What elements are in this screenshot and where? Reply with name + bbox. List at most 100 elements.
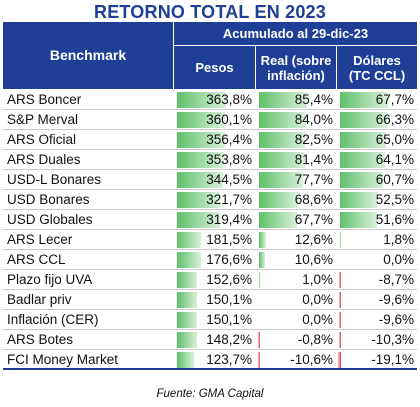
table-row: ARS Oficial 356,4% 82,5% 65,0% — [3, 130, 417, 150]
pesos-cell: 321,7% — [174, 190, 255, 209]
real-cell: 67,7% — [256, 210, 336, 229]
benchmark-name: S&P Merval — [7, 112, 79, 127]
real-cell: 82,5% — [256, 130, 336, 149]
dolares-value: -10,3% — [371, 332, 414, 347]
real-bar-negative — [258, 332, 260, 348]
dolares-value: 66,3% — [375, 112, 414, 127]
header-dolares: Dólares (TC CCL) — [337, 46, 417, 89]
dolares-cell: -8,7% — [337, 270, 417, 289]
real-cell: 81,4% — [256, 150, 336, 169]
table-row: ARS Botes 148,2% -0,8% -10,3% — [3, 330, 417, 350]
real-value: 67,7% — [294, 212, 333, 227]
pesos-value: 360,1% — [206, 112, 252, 127]
pesos-value: 152,6% — [206, 272, 252, 287]
page-title: RETORNO TOTAL EN 2023 — [94, 2, 326, 22]
table-row: ARS Lecer 181,5% 12,6% 1,8% — [3, 230, 417, 250]
header-dolares-label: Dólares (TC CCL) — [348, 52, 406, 83]
real-value: 12,6% — [294, 232, 333, 247]
dolares-bar-positive — [340, 172, 384, 188]
real-cell: 84,0% — [256, 110, 336, 129]
dolares-bar-positive — [340, 232, 342, 248]
real-bar-positive — [259, 92, 307, 108]
benchmark-name: ARS Boncer — [7, 92, 82, 107]
real-value: -0,8% — [297, 332, 333, 347]
dolares-value: 1,8% — [383, 232, 414, 247]
pesos-cell: 319,4% — [174, 210, 255, 229]
pesos-value: 181,5% — [206, 232, 252, 247]
pesos-cell: 363,8% — [174, 90, 255, 109]
pesos-cell: 152,6% — [174, 270, 255, 289]
pesos-value: 363,8% — [206, 92, 252, 107]
benchmark-name: FCI Money Market — [7, 352, 119, 367]
dolares-value: -8,7% — [378, 272, 414, 287]
real-cell: -10,6% — [256, 350, 336, 369]
pesos-value: 356,4% — [206, 132, 252, 147]
table-row: Plazo fijo UVA 152,6% 1,0% -8,7% — [3, 270, 417, 290]
table-row: USD Globales 319,4% 67,7% 51,6% — [3, 210, 417, 230]
header-pesos: Pesos — [174, 46, 255, 89]
pesos-cell: 150,1% — [174, 310, 255, 329]
dolares-bar-positive — [340, 92, 388, 108]
benchmark-name: ARS Duales — [7, 152, 81, 167]
pesos-bar-positive — [177, 272, 198, 288]
benchmark-name: ARS Botes — [7, 332, 74, 347]
table-row: USD-L Bonares 344,5% 77,7% 60,7% — [3, 170, 417, 190]
pesos-value: 123,7% — [206, 352, 252, 367]
benchmark-name: USD-L Bonares — [7, 172, 102, 187]
real-value: 77,7% — [294, 172, 333, 187]
real-bar-positive — [259, 192, 298, 208]
header-real: Real (sobre inflación) — [256, 46, 336, 89]
header-real-label: Real (sobre inflación) — [260, 52, 332, 83]
pesos-cell: 360,1% — [174, 110, 255, 129]
pesos-bar-positive — [177, 332, 197, 348]
pesos-bar-positive — [177, 132, 225, 148]
dolares-cell: 52,5% — [337, 190, 417, 209]
dolares-value: -9,6% — [378, 312, 414, 327]
real-cell: -0,8% — [256, 330, 336, 349]
real-value: 0,0% — [302, 292, 333, 307]
dolares-cell: -19,1% — [337, 350, 417, 369]
dolares-bar-negative — [339, 272, 341, 288]
pesos-cell: 344,5% — [174, 170, 255, 189]
table-row: FCI Money Market 123,7% -10,6% -19,1% — [3, 350, 417, 370]
pesos-bar-positive — [177, 252, 201, 268]
real-cell: 10,6% — [256, 250, 336, 269]
real-bar-positive — [259, 252, 265, 268]
pesos-value: 150,1% — [206, 292, 252, 307]
table-row: Badlar priv 150,1% 0,0% -9,6% — [3, 290, 417, 310]
benchmark-name: Plazo fijo UVA — [7, 272, 93, 287]
dolares-bar-negative — [338, 352, 341, 368]
pesos-bar-positive — [177, 112, 226, 128]
dolares-bar-positive — [340, 132, 387, 148]
real-cell: 0,0% — [256, 310, 336, 329]
dolares-value: -19,1% — [371, 352, 414, 367]
dolares-bar-positive — [340, 152, 386, 168]
pesos-bar-positive — [177, 352, 194, 368]
dolares-cell: -10,3% — [337, 330, 417, 349]
table-row: ARS Duales 353,8% 81,4% 64,1% — [3, 150, 417, 170]
table-row: ARS CCL 176,6% 10,6% 0,0% — [3, 250, 417, 270]
real-value: -10,6% — [290, 352, 333, 367]
real-bar-positive — [259, 272, 260, 288]
dolares-bar-negative — [339, 332, 341, 348]
real-value: 84,0% — [294, 112, 333, 127]
real-bar-positive — [259, 132, 306, 148]
real-bar-negative — [258, 352, 260, 368]
real-bar-positive — [259, 232, 267, 248]
real-cell: 68,6% — [256, 190, 336, 209]
pesos-value: 353,8% — [206, 152, 252, 167]
real-cell: 1,0% — [256, 270, 336, 289]
dolares-value: 65,0% — [375, 132, 414, 147]
dolares-cell: 64,1% — [337, 150, 417, 169]
pesos-cell: 181,5% — [174, 230, 255, 249]
pesos-bar-positive — [177, 152, 225, 168]
dolares-cell: -9,6% — [337, 290, 417, 309]
benchmark-name: USD Globales — [7, 212, 93, 227]
dolares-bar-positive — [340, 112, 387, 128]
real-bar-positive — [259, 172, 303, 188]
dolares-cell: 51,6% — [337, 210, 417, 229]
real-value: 68,6% — [294, 192, 333, 207]
dolares-cell: 60,7% — [337, 170, 417, 189]
real-value: 82,5% — [294, 132, 333, 147]
dolares-bar-positive — [340, 192, 378, 208]
